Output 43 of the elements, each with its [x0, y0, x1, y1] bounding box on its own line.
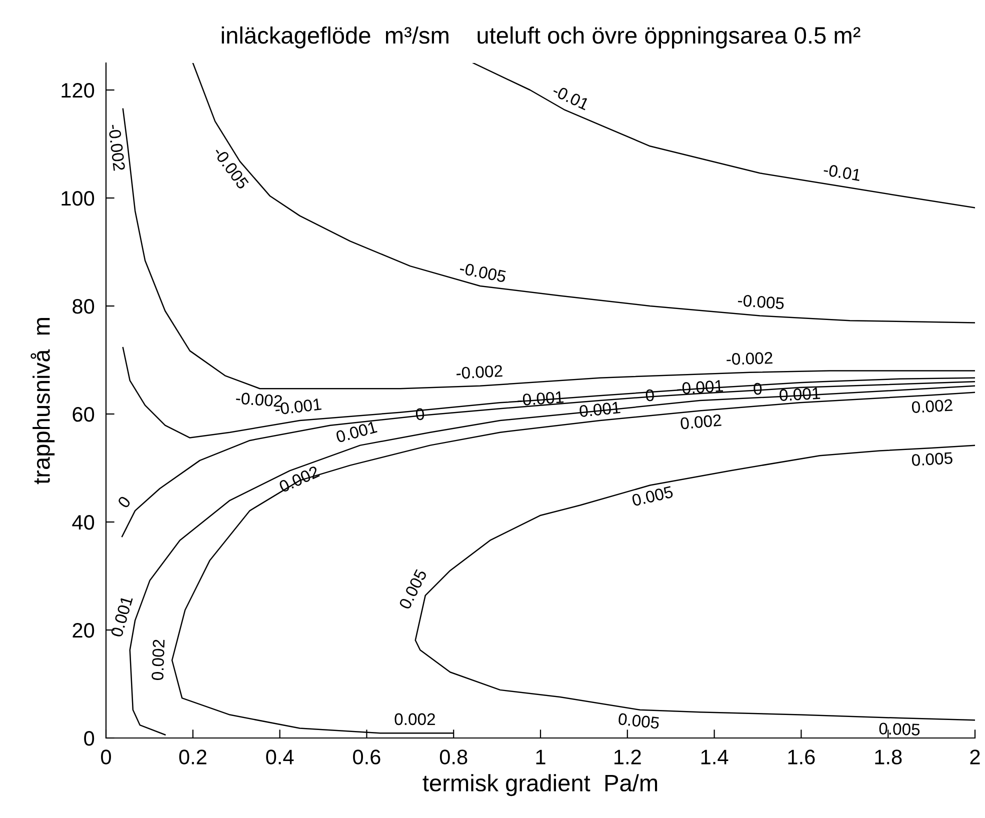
annotation: -0.002 — [456, 364, 502, 380]
x-tick-label: 0 — [101, 750, 111, 764]
y-tick-label: 40 — [72, 515, 94, 530]
annotation: 0.005 — [618, 712, 660, 729]
x-tick-label: 1.2 — [614, 750, 641, 764]
x-axis-title: termisk gradient Pa/m — [422, 774, 658, 796]
annotation: 0.002 — [912, 399, 953, 414]
annotation: 0.002 — [394, 713, 435, 726]
x-tick-label: 0.8 — [440, 750, 468, 764]
annotation: 0.001 — [335, 420, 378, 443]
y-tick-label: 60 — [72, 407, 94, 422]
x-tick-label: 1 — [536, 750, 546, 764]
y-tick-label: 20 — [72, 623, 94, 638]
chart-title: inläckageflöde m³/sm uteluft och övre öppningsarea 0.5 m² — [222, 26, 860, 48]
y-tick-label: 120 — [62, 83, 94, 98]
annotation: -0.005 — [738, 294, 784, 310]
line-series — [192, 63, 975, 324]
annotation: 0.002 — [152, 640, 165, 680]
annotation: -0.01 — [552, 84, 590, 110]
x-tick-label: 0.4 — [266, 750, 294, 764]
annotation: 0.005 — [912, 452, 953, 466]
annotation: 0.001 — [579, 401, 620, 418]
x-tick-label: 1.8 — [875, 750, 902, 764]
line-series — [472, 63, 975, 208]
annotation: 0.001 — [110, 596, 133, 638]
x-tick-label: 2 — [970, 750, 980, 764]
x-tick-label: 1.6 — [788, 750, 815, 764]
annotation: 0.005 — [879, 722, 920, 736]
annotation: 0 — [117, 495, 132, 509]
annotation: -0.01 — [823, 164, 861, 182]
y-tick-label: 0 — [84, 731, 94, 746]
y-tick-label: 80 — [72, 299, 94, 314]
x-tick-label: 0.6 — [353, 750, 380, 764]
annotation: -0.002 — [726, 352, 772, 366]
annotation: 0.005 — [631, 486, 674, 506]
annotation: 0.002 — [680, 414, 722, 430]
annotation: 0.005 — [398, 568, 428, 610]
y-tick-label: 100 — [62, 191, 94, 206]
y-axis-title: trapphusnivå m — [30, 318, 55, 484]
x-tick-label: 0.2 — [179, 750, 206, 764]
annotation: -0.002 — [108, 124, 126, 171]
annotation: -0.005 — [459, 262, 506, 283]
x-tick-label: 1.4 — [701, 750, 728, 764]
